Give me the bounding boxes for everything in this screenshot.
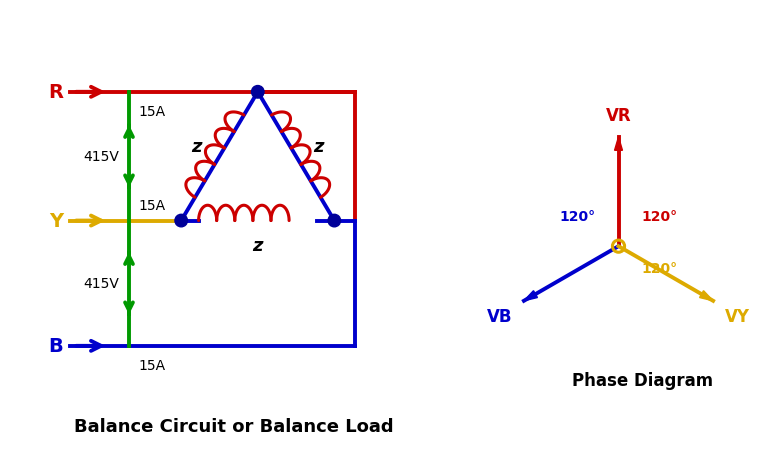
Text: 415V: 415V xyxy=(83,276,119,291)
Text: VB: VB xyxy=(487,308,513,326)
Text: Y: Y xyxy=(49,212,63,231)
Text: z: z xyxy=(191,138,202,156)
Circle shape xyxy=(251,86,264,99)
Text: 15A: 15A xyxy=(138,105,166,119)
Text: z: z xyxy=(253,237,263,255)
Circle shape xyxy=(328,215,341,227)
Text: 120°: 120° xyxy=(642,210,678,224)
Polygon shape xyxy=(699,291,713,301)
Text: Balance Circuit or Balance Load: Balance Circuit or Balance Load xyxy=(74,417,393,435)
Text: VR: VR xyxy=(606,106,631,125)
Text: 415V: 415V xyxy=(83,150,119,164)
Text: Phase Diagram: Phase Diagram xyxy=(573,371,713,389)
Text: B: B xyxy=(48,337,63,356)
Text: 120°: 120° xyxy=(559,210,595,224)
Polygon shape xyxy=(524,291,538,301)
Circle shape xyxy=(175,215,187,227)
Text: VY: VY xyxy=(724,308,750,326)
Text: 120°: 120° xyxy=(642,262,678,276)
Text: 15A: 15A xyxy=(138,199,166,213)
Text: 15A: 15A xyxy=(138,358,166,372)
Polygon shape xyxy=(615,138,622,151)
Text: z: z xyxy=(314,138,324,156)
Text: R: R xyxy=(48,83,64,102)
